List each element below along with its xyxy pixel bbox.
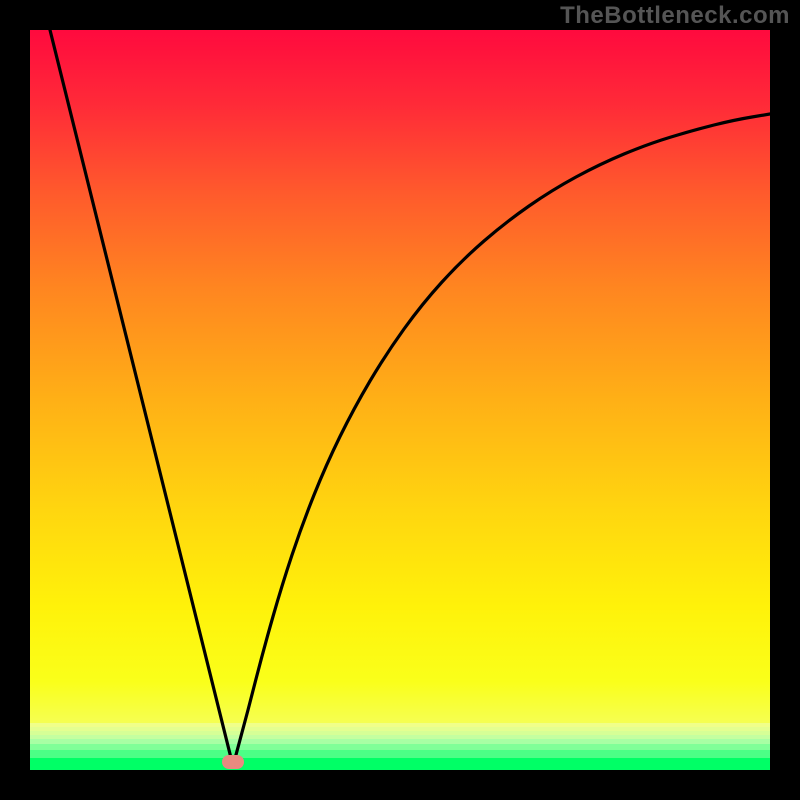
plot-area [30,30,770,770]
chart-frame: TheBottleneck.com [0,0,800,800]
v-curve-path [50,30,770,766]
bottleneck-curve [30,30,770,770]
min-point-marker [222,755,244,769]
watermark-text: TheBottleneck.com [560,2,790,30]
